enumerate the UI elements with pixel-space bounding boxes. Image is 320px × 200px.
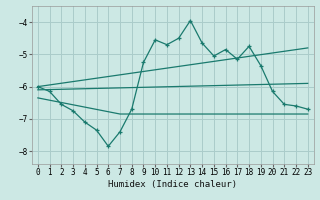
X-axis label: Humidex (Indice chaleur): Humidex (Indice chaleur)	[108, 180, 237, 189]
